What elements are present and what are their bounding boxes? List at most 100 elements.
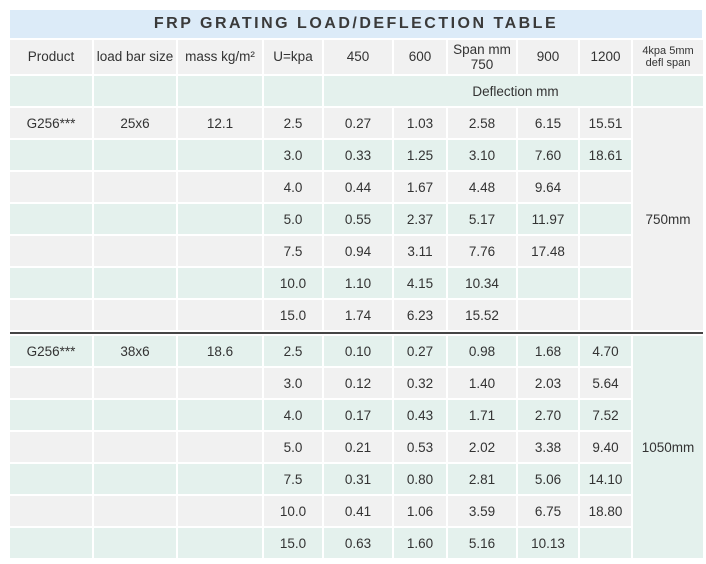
cell-mass-empty [178,496,262,526]
cell-deflection-value: 3.10 [448,140,516,170]
cell-deflection-value: 5.64 [580,368,631,398]
cell-deflection-value: 2.03 [518,368,578,398]
section-divider [10,332,703,334]
load-deflection-page: FRP GRATING LOAD/DEFLECTION TABLE Produc… [8,10,705,560]
col-header-4kpa-5mm: 4kpa 5mm defl span [633,40,703,74]
cell-deflection-value: 2.02 [448,432,516,462]
cell-load-bar-size-empty [94,268,176,298]
col-header-450: 450 [324,40,392,74]
cell-deflection-value [580,236,631,266]
col-header-load-bar-size: load bar size [94,40,176,74]
cell-u-kpa: 7.5 [264,464,322,494]
table-row: 7.5 0.31 0.80 2.81 5.06 14.10 [10,464,703,494]
units-row-spacer-product [10,76,92,106]
cell-deflection-value: 4.70 [580,336,631,366]
cell-deflection-value: 5.17 [448,204,516,234]
units-row-spacer-u-kpa [264,76,322,106]
cell-deflection-value: 1.71 [448,400,516,430]
cell-product: G256*** [10,108,92,138]
table-row: 10.0 0.41 1.06 3.59 6.75 18.80 [10,496,703,526]
cell-load-bar-size-empty [94,368,176,398]
cell-deflection-value: 15.51 [580,108,631,138]
cell-u-kpa: 10.0 [264,268,322,298]
cell-u-kpa: 3.0 [264,140,322,170]
cell-deflection-value [580,268,631,298]
deflection-units-label: Deflection mm [324,76,631,106]
deflection-units-row: Deflection mm [10,76,703,106]
cell-deflection-value: 5.06 [518,464,578,494]
cell-u-kpa: 15.0 [264,300,322,330]
cell-deflection-value: 15.52 [448,300,516,330]
cell-deflection-value: 9.64 [518,172,578,202]
cell-product-empty [10,268,92,298]
cell-product-empty [10,236,92,266]
table-row: G256*** 25x6 12.1 2.5 0.27 1.03 2.58 6.15 15.51 7… [10,108,703,330]
col-header-line2: 750 [470,57,494,72]
cell-deflection-value: 2.37 [394,204,446,234]
table-row: 3.0 0.33 1.25 3.10 7.60 18.61 [10,140,703,170]
units-row-spacer-defl-span [633,76,703,106]
table-row: 4.0 0.44 1.67 4.48 9.64 [10,172,703,202]
cell-deflection-value: 4.15 [394,268,446,298]
cell-deflection-value: 0.33 [324,140,392,170]
cell-deflection-value: 11.97 [518,204,578,234]
cell-deflection-value: 17.48 [518,236,578,266]
cell-product-empty [10,172,92,202]
cell-load-bar-size-empty [94,496,176,526]
table-row: 5.0 0.55 2.37 5.17 11.97 [10,204,703,234]
cell-deflection-value [580,528,631,558]
cell-deflection-value [518,300,578,330]
cell-deflection-value: 1.06 [394,496,446,526]
col-header-product: Product [10,40,92,74]
cell-deflection-value: 1.25 [394,140,446,170]
cell-deflection-value: 9.40 [580,432,631,462]
cell-deflection-value: 3.38 [518,432,578,462]
cell-deflection-value: 18.80 [580,496,631,526]
cell-deflection-value: 0.53 [394,432,446,462]
cell-u-kpa: 4.0 [264,400,322,430]
cell-deflection-value: 5.16 [448,528,516,558]
cell-u-kpa: 2.5 [264,108,322,138]
col-header-span-mm: Span mm 750 [448,40,516,74]
cell-deflection-value: 0.55 [324,204,392,234]
cell-u-kpa: 2.5 [264,336,322,366]
cell-deflection-value: 0.32 [394,368,446,398]
cell-deflection-value: 6.75 [518,496,578,526]
cell-deflection-value: 2.70 [518,400,578,430]
cell-deflection-value: 10.13 [518,528,578,558]
cell-mass-empty [178,172,262,202]
cell-mass-empty [178,236,262,266]
cell-deflection-value: 0.21 [324,432,392,462]
cell-deflection-value: 0.98 [448,336,516,366]
cell-deflection-value: 4.48 [448,172,516,202]
cell-deflection-value: 1.74 [324,300,392,330]
cell-product-empty [10,496,92,526]
cell-load-bar-size: 38x6 [94,336,176,366]
cell-mass: 12.1 [178,108,262,138]
table-row: 7.5 0.94 3.11 7.76 17.48 [10,236,703,266]
col-header-900: 900 [518,40,578,74]
cell-defl-span-result: 750mm [633,108,703,330]
cell-mass-empty [178,204,262,234]
cell-deflection-value: 1.68 [518,336,578,366]
col-header-line1: 4kpa 5mm [642,44,694,57]
cell-deflection-value: 1.40 [448,368,516,398]
cell-u-kpa: 5.0 [264,432,322,462]
cell-deflection-value: 3.59 [448,496,516,526]
cell-load-bar-size-empty [94,236,176,266]
load-deflection-table: Product load bar size mass kg/m² U=kpa 450 60… [8,38,705,560]
col-header-600: 600 [394,40,446,74]
cell-deflection-value [580,204,631,234]
cell-mass-empty [178,140,262,170]
cell-deflection-value: 0.94 [324,236,392,266]
cell-load-bar-size-empty [94,432,176,462]
cell-deflection-value: 14.10 [580,464,631,494]
col-header-line1: Span mm [453,41,511,57]
cell-deflection-value: 10.34 [448,268,516,298]
cell-deflection-value: 0.27 [394,336,446,366]
cell-deflection-value: 0.80 [394,464,446,494]
cell-u-kpa: 5.0 [264,204,322,234]
cell-load-bar-size-empty [94,204,176,234]
cell-product-empty [10,140,92,170]
table-row: 15.0 0.63 1.60 5.16 10.13 [10,528,703,558]
